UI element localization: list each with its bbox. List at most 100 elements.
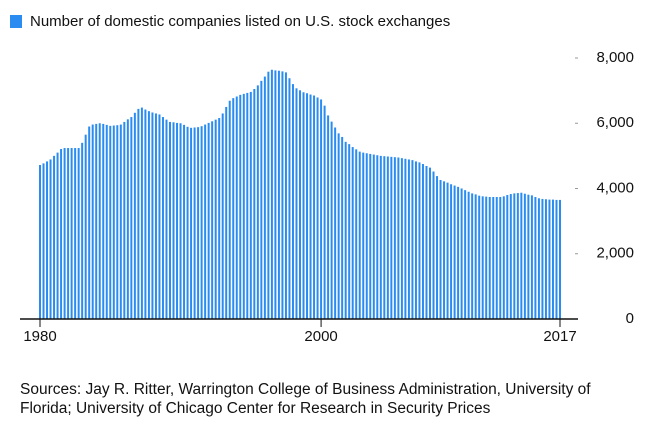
bar (256, 85, 259, 319)
bar (277, 70, 280, 319)
bar (306, 93, 309, 319)
bar (506, 195, 509, 319)
bar (144, 109, 147, 319)
bar (302, 92, 305, 319)
bar (485, 196, 488, 319)
bar (246, 92, 249, 319)
bar (214, 119, 217, 319)
bar (154, 113, 157, 320)
bar (95, 123, 98, 319)
bar (407, 159, 410, 319)
bar (260, 80, 263, 320)
bar (414, 161, 417, 319)
bar (176, 122, 179, 319)
bar (284, 72, 287, 319)
bar (288, 78, 291, 319)
bar (516, 193, 519, 319)
bar (207, 122, 210, 319)
bar (172, 122, 175, 320)
chart: Number of domestic companies listed on U… (10, 13, 634, 345)
y-tick-label: 6,000 (596, 114, 634, 131)
bar (355, 149, 358, 319)
bar (81, 142, 84, 319)
bar (39, 165, 41, 319)
bar (330, 121, 333, 320)
bar (56, 152, 59, 319)
bar (534, 196, 537, 319)
bar (513, 193, 516, 319)
bar (376, 155, 379, 319)
bar (274, 70, 277, 320)
bar (130, 117, 133, 320)
bar (523, 193, 526, 319)
bar (151, 112, 154, 319)
bar (119, 124, 122, 320)
bar (98, 123, 101, 319)
bar (537, 198, 540, 319)
bar (383, 156, 386, 319)
bar (432, 171, 435, 319)
bar (291, 84, 294, 319)
bar (481, 196, 484, 319)
bar (453, 185, 456, 319)
bar (365, 153, 368, 319)
bar (351, 147, 354, 319)
bar (253, 88, 256, 320)
bar (221, 113, 224, 320)
bar (404, 158, 407, 319)
bar (411, 160, 414, 319)
bar (439, 180, 442, 319)
bar (67, 148, 70, 319)
bar (541, 198, 544, 319)
bar (242, 93, 245, 319)
bar (190, 127, 193, 319)
bar (49, 159, 52, 319)
bar (471, 193, 474, 319)
bar (397, 157, 400, 319)
bar (429, 167, 431, 319)
bar (281, 71, 284, 319)
bar (467, 191, 470, 319)
bar (88, 126, 91, 319)
bar (344, 141, 347, 319)
bar (186, 126, 189, 320)
bar (379, 155, 382, 319)
bar (358, 151, 361, 319)
legend-swatch (10, 15, 22, 28)
bar (239, 94, 242, 320)
bar (334, 127, 337, 320)
bar (126, 119, 129, 320)
bar (548, 199, 551, 319)
bar (299, 90, 301, 319)
bar (140, 107, 143, 319)
bar (502, 196, 505, 319)
bar (400, 158, 403, 319)
bar (169, 121, 171, 319)
x-tick-label: 2017 (543, 328, 576, 345)
bar (460, 188, 463, 319)
bar (499, 196, 502, 319)
bar (337, 133, 340, 319)
y-tick-label: 0 (626, 310, 634, 327)
bar (109, 125, 112, 319)
bar (84, 134, 87, 319)
bar (295, 88, 298, 319)
bar (228, 100, 231, 320)
bar (116, 125, 119, 320)
bar (161, 117, 164, 320)
bar (457, 186, 460, 319)
bar (42, 163, 45, 319)
y-tick-label: 8,000 (596, 49, 634, 66)
bar (327, 115, 330, 319)
bar (509, 194, 512, 319)
bar (225, 106, 228, 319)
legend-label: Number of domestic companies listed on U… (30, 13, 450, 30)
bar (309, 94, 312, 319)
bar (443, 181, 446, 319)
bar (323, 105, 326, 319)
bar (436, 176, 439, 319)
bar (418, 162, 421, 319)
bar (235, 96, 238, 319)
bar (520, 192, 523, 319)
